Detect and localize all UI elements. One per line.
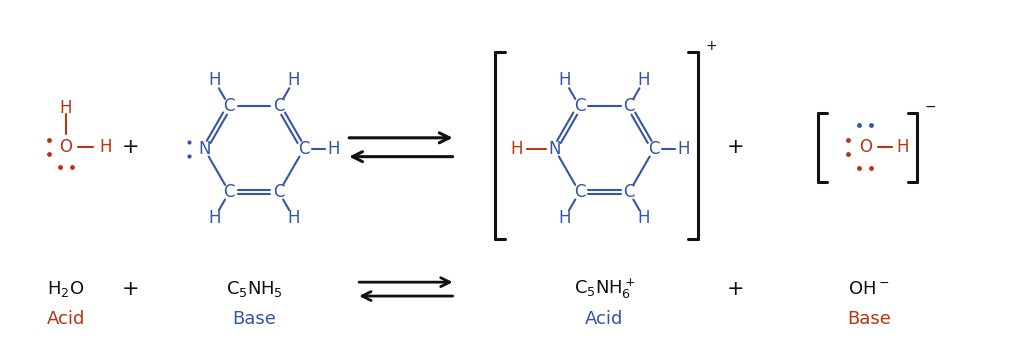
Text: O: O bbox=[59, 138, 72, 156]
Text: H: H bbox=[638, 209, 650, 227]
Text: Base: Base bbox=[233, 310, 276, 328]
Text: Acid: Acid bbox=[46, 310, 84, 328]
Text: H: H bbox=[896, 138, 910, 156]
Text: C: C bbox=[223, 97, 235, 115]
Text: H$_2$O: H$_2$O bbox=[47, 279, 84, 299]
Text: C: C bbox=[574, 183, 586, 201]
Text: H: H bbox=[327, 140, 340, 158]
Text: +: + bbox=[122, 279, 140, 299]
Text: +: + bbox=[726, 279, 744, 299]
Text: H: H bbox=[208, 209, 220, 227]
Text: N: N bbox=[199, 140, 211, 158]
Text: H: H bbox=[60, 99, 72, 117]
Text: C: C bbox=[574, 97, 586, 115]
Text: H: H bbox=[559, 71, 571, 89]
Text: −: − bbox=[925, 100, 936, 114]
Text: H: H bbox=[559, 209, 571, 227]
Text: C: C bbox=[223, 183, 235, 201]
Text: C: C bbox=[624, 97, 635, 115]
Text: H: H bbox=[677, 140, 689, 158]
Text: Base: Base bbox=[847, 310, 891, 328]
Text: H: H bbox=[638, 71, 650, 89]
Text: C: C bbox=[273, 97, 285, 115]
Text: C: C bbox=[648, 140, 660, 158]
Text: +: + bbox=[726, 137, 744, 157]
Text: C: C bbox=[624, 183, 635, 201]
Text: H: H bbox=[99, 138, 111, 156]
Text: +: + bbox=[706, 39, 717, 53]
Text: C: C bbox=[298, 140, 310, 158]
Text: O: O bbox=[859, 138, 872, 156]
Text: C: C bbox=[273, 183, 285, 201]
Text: C$_5$NH$_6^+$: C$_5$NH$_6^+$ bbox=[573, 277, 635, 301]
Text: Acid: Acid bbox=[586, 310, 624, 328]
Text: H: H bbox=[287, 209, 300, 227]
Text: H: H bbox=[287, 71, 300, 89]
Text: C$_5$NH$_5$: C$_5$NH$_5$ bbox=[225, 279, 282, 299]
Text: N: N bbox=[548, 140, 561, 158]
Text: H: H bbox=[208, 71, 220, 89]
Text: H: H bbox=[510, 140, 523, 158]
Text: +: + bbox=[122, 137, 140, 157]
Text: OH$^-$: OH$^-$ bbox=[848, 280, 890, 298]
